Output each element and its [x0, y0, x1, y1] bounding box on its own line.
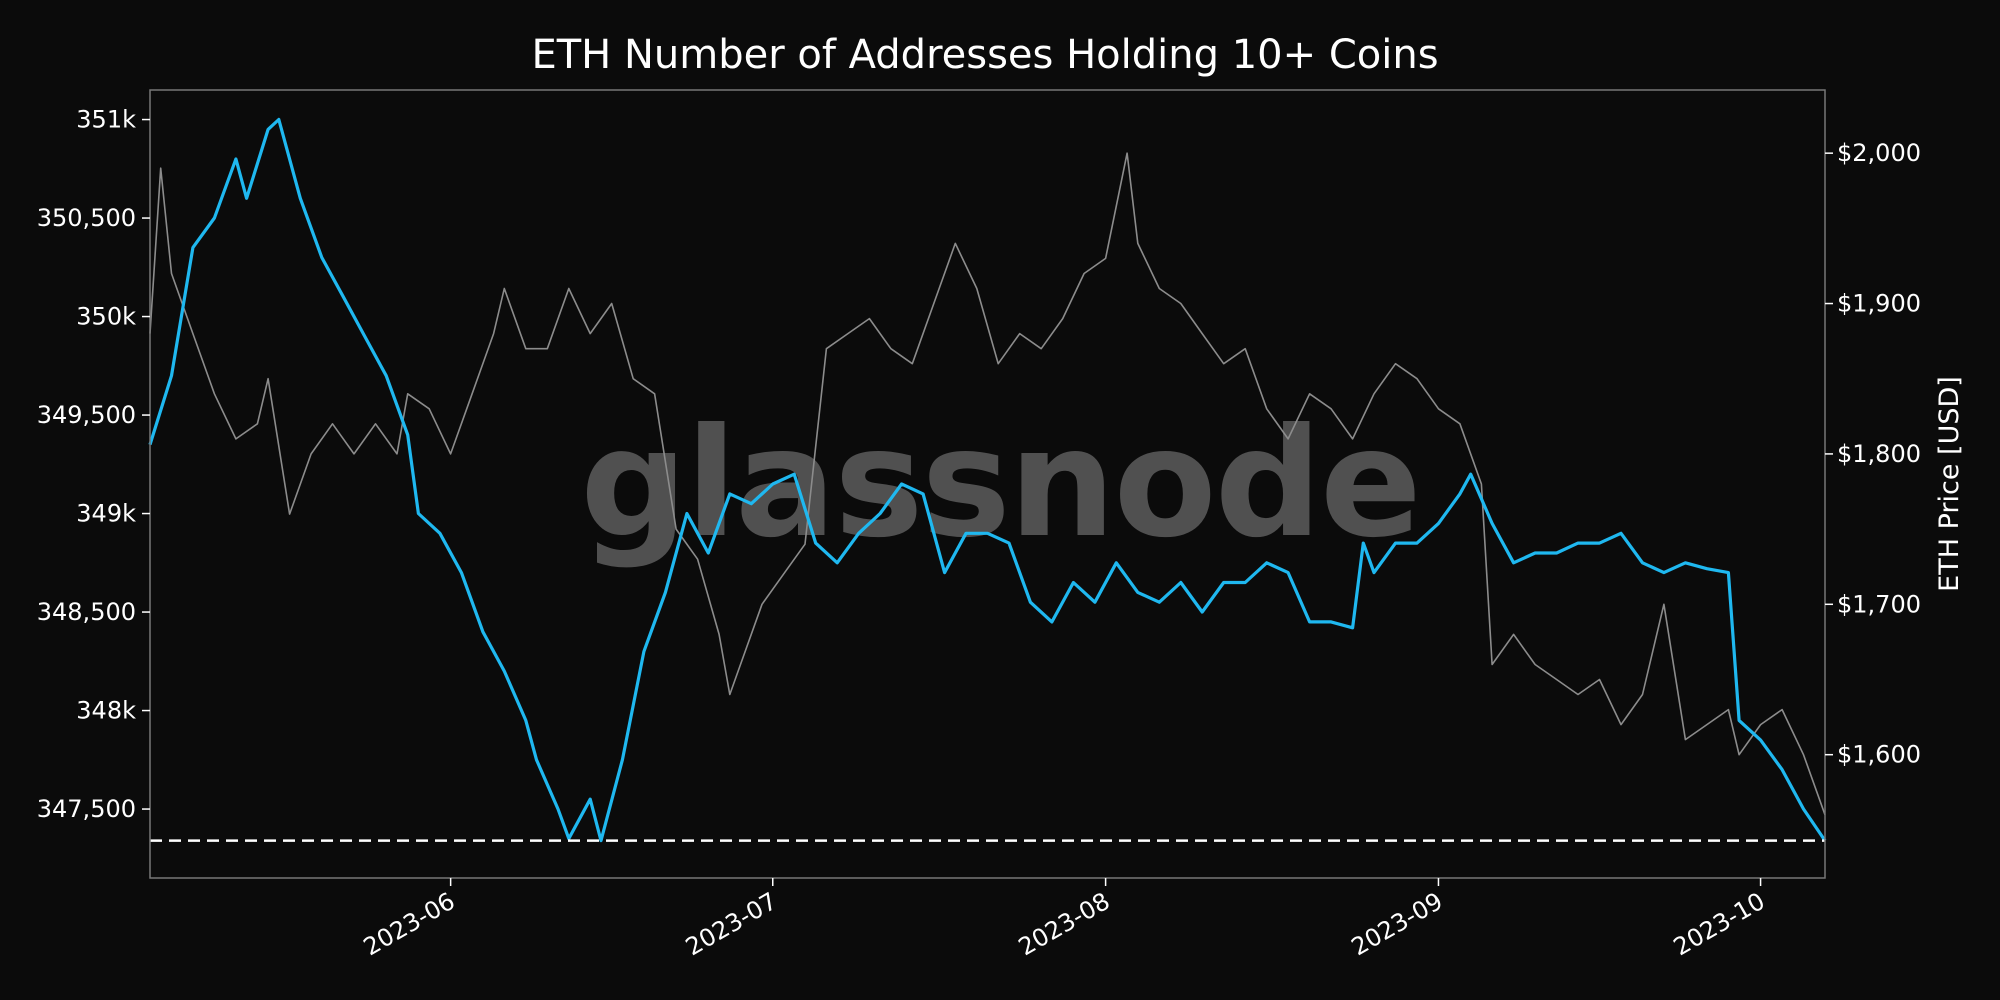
left-tick-label: 349k [76, 500, 136, 528]
left-tick-label: 350k [76, 303, 136, 331]
right-tick-label: $1,800 [1837, 440, 1921, 468]
right-axis-label: ETH Price [USD] [1934, 376, 1965, 592]
right-tick-label: $2,000 [1837, 139, 1921, 167]
plot-frame [149, 89, 1826, 879]
right-tick-label: $1,900 [1837, 290, 1921, 318]
left-tick-label: 349,500 [37, 401, 136, 429]
right-tick-label: $1,600 [1837, 741, 1921, 769]
right-tick-label: $1,700 [1837, 590, 1921, 618]
left-y-axis: 347,500 348k 348,500 349k 349,500 350k 350,500… [37, 106, 150, 823]
chart-title: ETH Number of Addresses Holding 10+ Coin… [531, 32, 1438, 78]
left-tick-label: 348k [76, 697, 136, 725]
left-tick-label: 348,500 [37, 598, 136, 626]
addresses-series [148, 117, 1827, 843]
left-tick-label: 350,500 [37, 204, 136, 232]
watermark: glassnode [580, 397, 1420, 571]
left-tick-label: 351k [76, 106, 136, 134]
addresses-line [148, 117, 1827, 843]
price-series [149, 152, 1826, 816]
right-y-axis: $1,600 $1,700 $1,800 $1,900 $2,000 [1825, 139, 1921, 769]
left-tick-label: 347,500 [37, 795, 136, 823]
price-line [149, 152, 1826, 816]
